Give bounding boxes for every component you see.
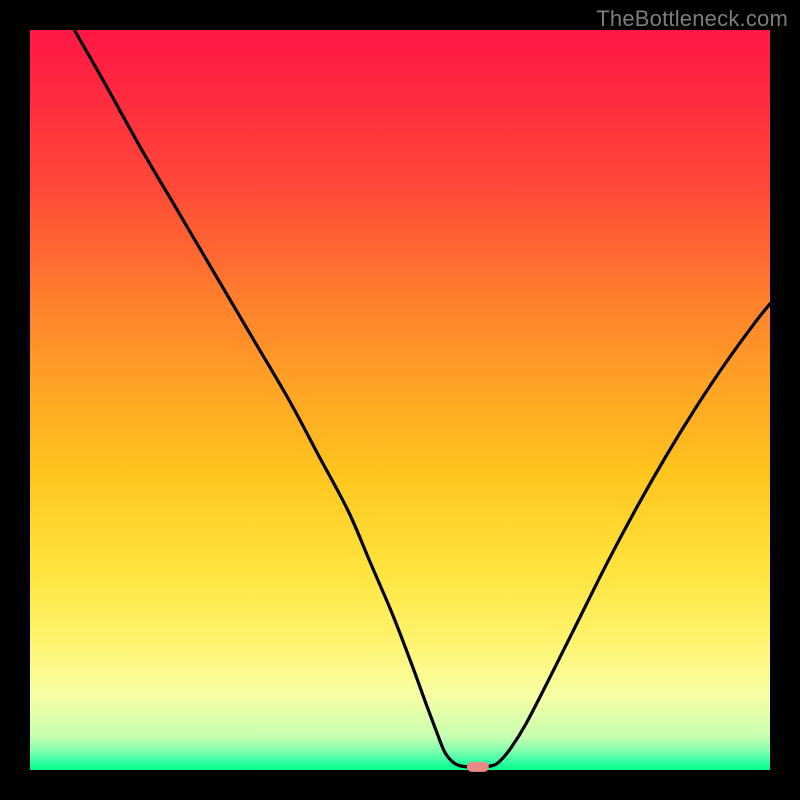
optimum-marker — [467, 762, 489, 772]
plot-area — [30, 30, 770, 770]
bottleneck-curve — [30, 30, 770, 770]
watermark-text: TheBottleneck.com — [596, 6, 788, 32]
